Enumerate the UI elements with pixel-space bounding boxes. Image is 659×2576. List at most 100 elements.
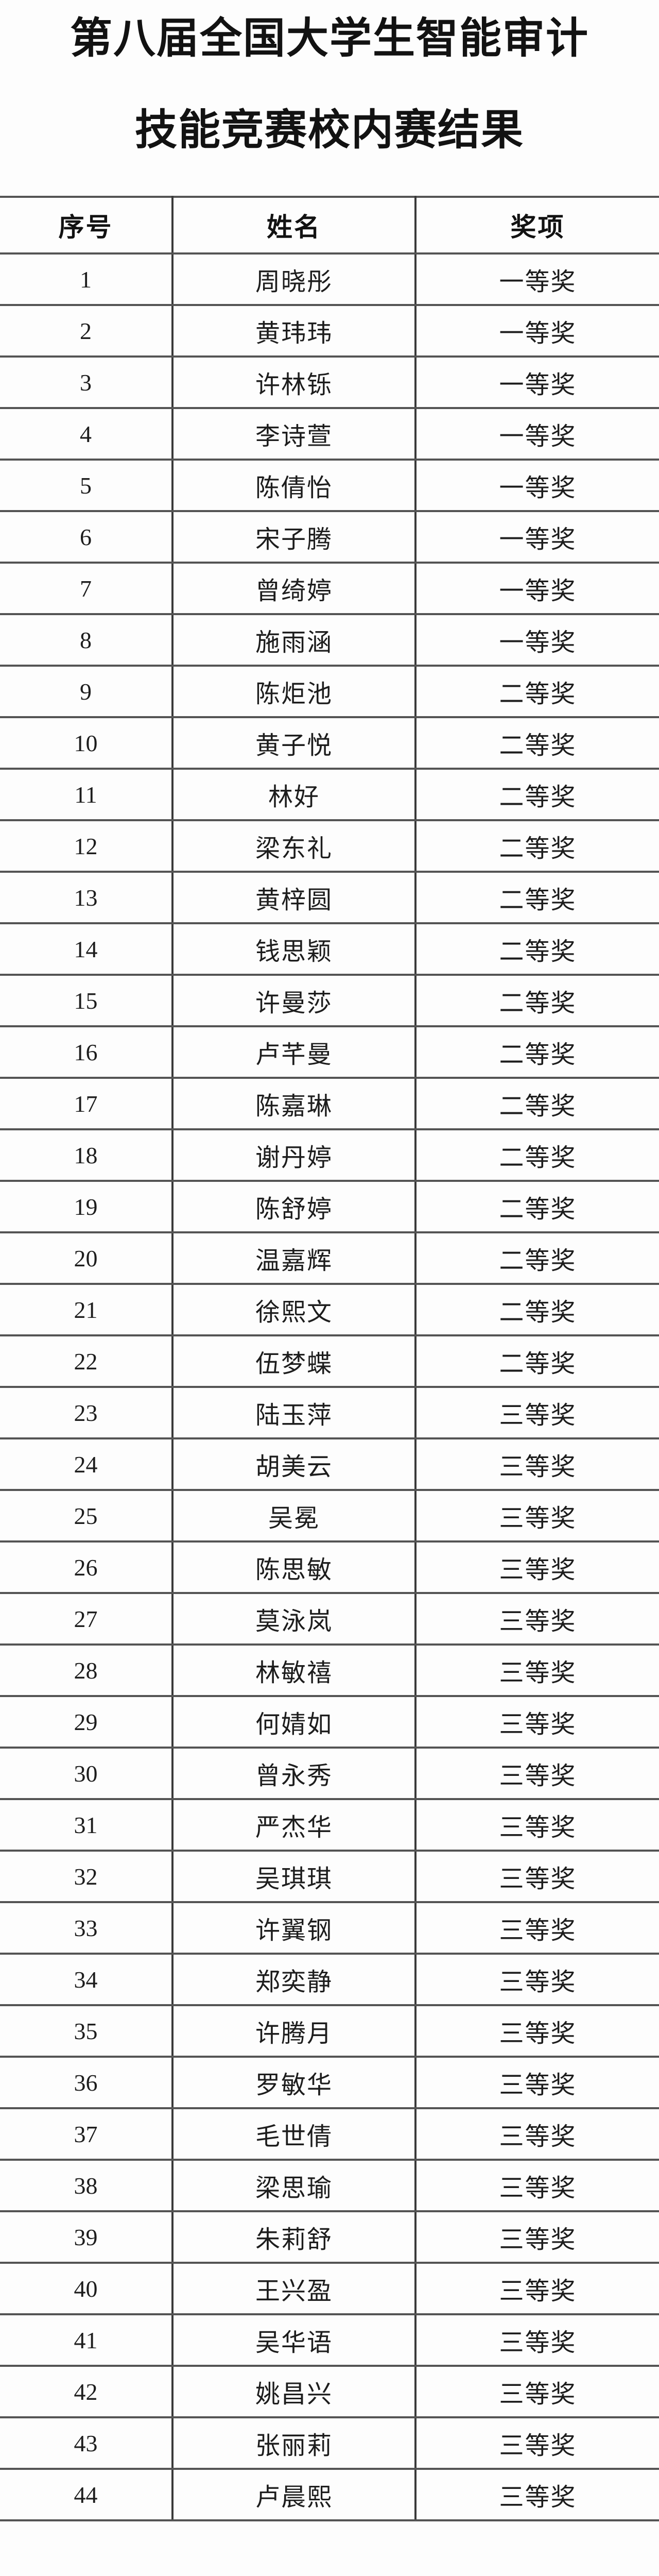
cell-name: 陈嘉琳 xyxy=(172,1077,417,1130)
table-body: 1 周晓彤 一等奖 2 黄玮玮 一等奖 3 许林铄 一等奖 4 李诗萱 一等奖 5 陈倩怡 一等奖 6 宋子腾一… xyxy=(0,252,659,2521)
table-row: 8 施雨涵 一等奖 xyxy=(0,613,659,667)
cell-award: 三等奖 xyxy=(415,1489,659,1543)
cell-name: 陆玉萍 xyxy=(172,1386,417,1439)
cell-name: 黄梓圆 xyxy=(172,871,417,924)
cell-award: 三等奖 xyxy=(415,2262,659,2315)
cell-award: 三等奖 xyxy=(415,2365,659,2418)
cell-index: 41 xyxy=(0,2313,174,2367)
cell-name: 黄子悦 xyxy=(172,716,417,770)
cell-name: 温嘉辉 xyxy=(172,1231,417,1285)
cell-index: 12 xyxy=(0,819,174,873)
cell-index: 19 xyxy=(0,1180,174,1233)
cell-award: 二等奖 xyxy=(415,1077,659,1130)
cell-name: 伍梦蝶 xyxy=(172,1334,417,1388)
table-row: 41 吴华语 三等奖 xyxy=(0,2313,659,2367)
cell-award: 一等奖 xyxy=(415,355,659,409)
cell-award: 二等奖 xyxy=(415,1128,659,1182)
cell-index: 26 xyxy=(0,1540,174,1594)
table-row: 44 卢晨熙 三等奖 xyxy=(0,2468,659,2521)
cell-award: 一等奖 xyxy=(415,407,659,461)
cell-index: 8 xyxy=(0,613,174,667)
results-table-container: 序号 姓名 奖项 1 周晓彤 一等奖 2 黄玮玮 一等奖 3 许林铄 一等奖 4 李诗萱 一等奖 5 陈倩… xyxy=(0,196,659,2521)
cell-name: 徐熙文 xyxy=(172,1283,417,1336)
cell-award: 三等奖 xyxy=(415,2159,659,2212)
table-row: 39 朱莉舒 三等奖 xyxy=(0,2210,659,2264)
cell-index: 39 xyxy=(0,2210,174,2264)
cell-award: 一等奖 xyxy=(415,304,659,358)
cell-name: 朱莉舒 xyxy=(172,2210,417,2264)
table-row: 40 王兴盈 三等奖 xyxy=(0,2262,659,2315)
cell-name: 陈舒婷 xyxy=(172,1180,417,1233)
page-title-line-2: 技能竞赛校内赛结果 xyxy=(134,107,524,154)
cell-name: 毛世倩 xyxy=(172,2107,417,2161)
cell-award: 三等奖 xyxy=(415,1747,659,1800)
cell-index: 29 xyxy=(0,1695,174,1749)
cell-name: 陈炬池 xyxy=(172,665,417,718)
cell-name: 周晓彤 xyxy=(172,252,417,306)
cell-name: 施雨涵 xyxy=(172,613,417,667)
cell-name: 郑奕静 xyxy=(172,1953,417,2006)
cell-name: 梁东礼 xyxy=(172,819,417,873)
cell-award: 三等奖 xyxy=(415,1901,659,1955)
cell-name: 林好 xyxy=(172,768,417,821)
cell-index: 2 xyxy=(0,304,174,358)
table-row: 13 黄梓圆 二等奖 xyxy=(0,871,659,924)
cell-award: 三等奖 xyxy=(415,2313,659,2367)
cell-index: 23 xyxy=(0,1386,174,1439)
cell-index: 17 xyxy=(0,1077,174,1130)
cell-index: 34 xyxy=(0,1953,174,2006)
cell-index: 32 xyxy=(0,1850,174,1903)
cell-award: 二等奖 xyxy=(415,665,659,718)
cell-index: 1 xyxy=(0,252,174,306)
page-title-line-1: 第八届全国大学生智能审计 xyxy=(70,15,589,62)
table-row: 36 罗敏华 三等奖 xyxy=(0,2056,659,2109)
table-row: 19 陈舒婷 二等奖 xyxy=(0,1180,659,1233)
cell-award: 二等奖 xyxy=(415,1180,659,1233)
table-row: 20 温嘉辉 二等奖 xyxy=(0,1231,659,1285)
cell-name: 严杰华 xyxy=(172,1798,417,1852)
table-row: 35 许腾月 三等奖 xyxy=(0,2004,659,2058)
table-row: 6 宋子腾 一等奖 xyxy=(0,510,659,564)
cell-index: 33 xyxy=(0,1901,174,1955)
cell-name: 曾绮婷 xyxy=(172,562,417,615)
table-row: 16 卢芊曼 二等奖 xyxy=(0,1025,659,1079)
table-row: 23 陆玉萍 三等奖 xyxy=(0,1386,659,1439)
cell-name: 何婧如 xyxy=(172,1695,417,1749)
cell-name: 许腾月 xyxy=(172,2004,417,2058)
cell-name: 许林铄 xyxy=(172,355,417,409)
cell-name: 钱思颖 xyxy=(172,922,417,976)
table-row: 43 张丽莉 三等奖 xyxy=(0,2416,659,2470)
cell-index: 18 xyxy=(0,1128,174,1182)
cell-name: 姚昌兴 xyxy=(172,2365,417,2418)
cell-index: 30 xyxy=(0,1747,174,1800)
cell-index: 22 xyxy=(0,1334,174,1388)
cell-name: 陈思敏 xyxy=(172,1540,417,1594)
cell-name: 曾永秀 xyxy=(172,1747,417,1800)
cell-award: 二等奖 xyxy=(415,1334,659,1388)
cell-award: 三等奖 xyxy=(415,2468,659,2521)
column-header-name: 姓名 xyxy=(172,196,417,255)
cell-index: 38 xyxy=(0,2159,174,2212)
table-row: 10 黄子悦 二等奖 xyxy=(0,716,659,770)
cell-name: 黄玮玮 xyxy=(172,304,417,358)
cell-award: 二等奖 xyxy=(415,974,659,1027)
cell-award: 一等奖 xyxy=(415,252,659,306)
cell-index: 5 xyxy=(0,459,174,512)
cell-award: 二等奖 xyxy=(415,716,659,770)
table-row: 3 许林铄 一等奖 xyxy=(0,355,659,409)
cell-award: 三等奖 xyxy=(415,1592,659,1646)
table-row: 42 姚昌兴 三等奖 xyxy=(0,2365,659,2418)
table-row: 22 伍梦蝶 二等奖 xyxy=(0,1334,659,1388)
cell-name: 林敏禧 xyxy=(172,1643,417,1697)
table-row: 11 林好 二等奖 xyxy=(0,768,659,821)
column-header-award: 奖项 xyxy=(415,196,659,255)
table-header-row: 序号 姓名 奖项 xyxy=(0,196,659,255)
cell-award: 三等奖 xyxy=(415,2416,659,2470)
table-row: 32 吴琪琪 三等奖 xyxy=(0,1850,659,1903)
cell-index: 27 xyxy=(0,1592,174,1646)
column-header-index: 序号 xyxy=(0,196,174,255)
cell-index: 10 xyxy=(0,716,174,770)
cell-award: 二等奖 xyxy=(415,922,659,976)
cell-name: 莫泳岚 xyxy=(172,1592,417,1646)
